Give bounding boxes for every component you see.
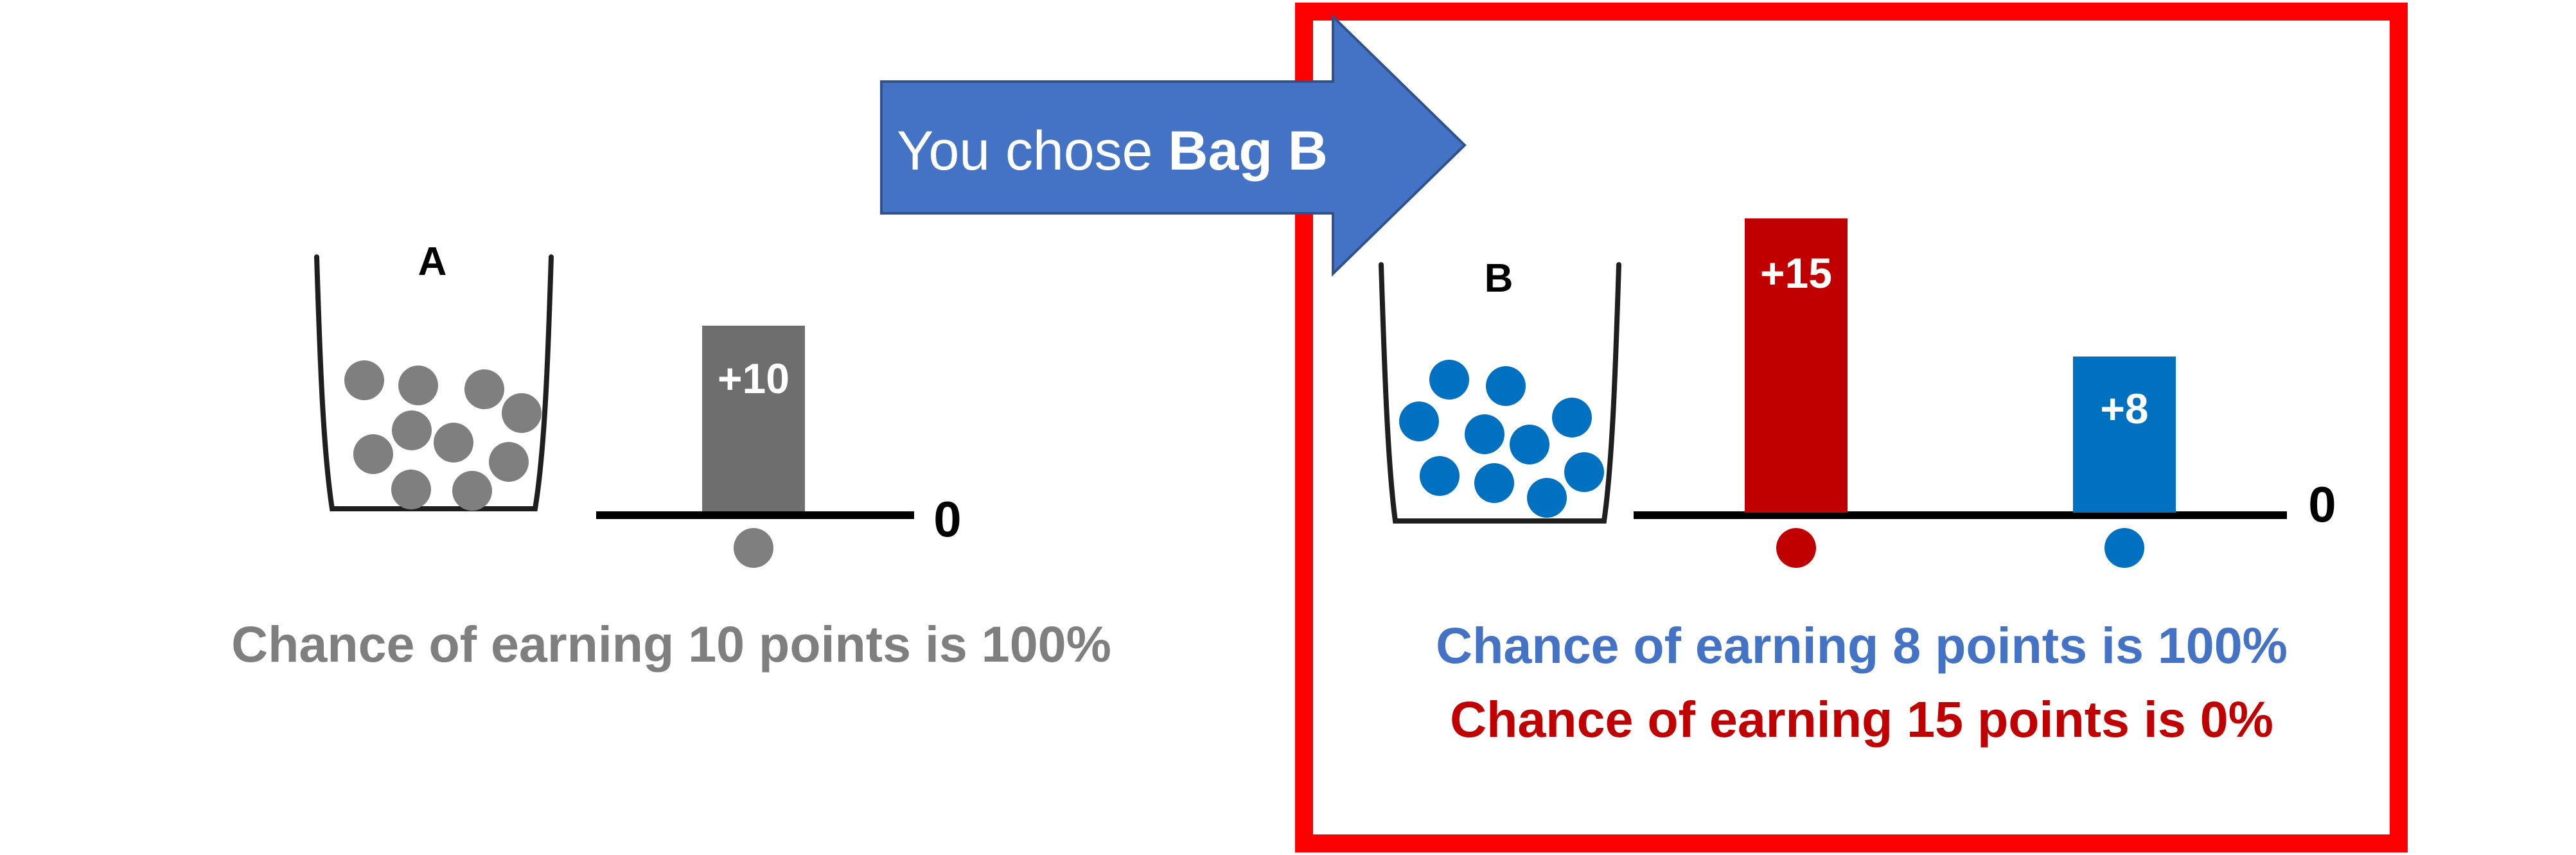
bag-b-balls [1399, 360, 1604, 518]
bag-a-panel: A 0 +10 Chance of earning 10 points is 1… [231, 240, 1111, 673]
outcome-bar-plus8-label: +8 [2100, 385, 2148, 432]
bag-b-marble [1474, 463, 1514, 503]
choice-arrow: You chose Bag B [880, 13, 1467, 277]
outcome-marble-plus8 [2104, 528, 2144, 568]
outcome-bar-plus15-label: +15 [1760, 249, 1832, 297]
bag-a-balls [344, 360, 542, 511]
bag-b-marble [1399, 401, 1439, 441]
bag-b-marble [1465, 414, 1504, 454]
bag-b-marble [1552, 398, 1592, 437]
bag-b-label: B [1485, 256, 1513, 301]
bag-a-zero-label: 0 [933, 491, 961, 547]
chosen-bag-name: Bag B [1168, 120, 1327, 182]
choice-arrow-text: You chose Bag B [897, 120, 1328, 182]
bag-a-caption: Chance of earning 10 points is 100% [231, 615, 1111, 673]
bag-b-caption-8-points: Chance of earning 8 points is 100% [1436, 617, 2288, 674]
bag-a-marble [464, 369, 504, 409]
bag-a-marble [344, 360, 384, 400]
bag-b-marble [1429, 360, 1469, 400]
bag-b-marble [1510, 425, 1549, 464]
bag-a-marble [353, 434, 393, 474]
bag-b-marble [1486, 366, 1526, 406]
choice-arrow-shape [880, 13, 1467, 277]
bag-a-marble [398, 366, 438, 405]
bag-b-caption-15-points: Chance of earning 15 points is 0% [1450, 691, 2273, 748]
bag-a-cup [314, 254, 554, 511]
bag-a-marble [391, 470, 431, 509]
bag-a-marble [502, 393, 542, 433]
bag-a-marble [489, 442, 529, 482]
outcome-marble-plus10 [734, 528, 773, 568]
bag-a-marble [392, 410, 432, 450]
bag-a-marble [452, 471, 492, 511]
bag-a-marble [434, 423, 473, 463]
bag-b-marble [1420, 456, 1460, 496]
bag-b-zero-label: 0 [2308, 476, 2336, 533]
outcome-bar-plus10 [702, 326, 805, 511]
outcome-bar-plus10-label: +10 [718, 355, 790, 402]
bag-a-label: A [418, 240, 447, 284]
choice-arrow-prefix: You chose [897, 120, 1168, 182]
bag-b-panel: B 0 +15 +8 Chance of earning 8 points is… [1379, 218, 2336, 748]
selection-frame [1295, 3, 2408, 852]
bag-b-marble [1564, 452, 1604, 492]
bag-b-cup [1379, 262, 1621, 524]
bag-b-marble [1527, 478, 1567, 518]
outcome-marble-plus15 [1776, 528, 1816, 568]
outcome-bar-plus8 [2073, 357, 2176, 513]
outcome-bar-plus15 [1745, 218, 1848, 513]
